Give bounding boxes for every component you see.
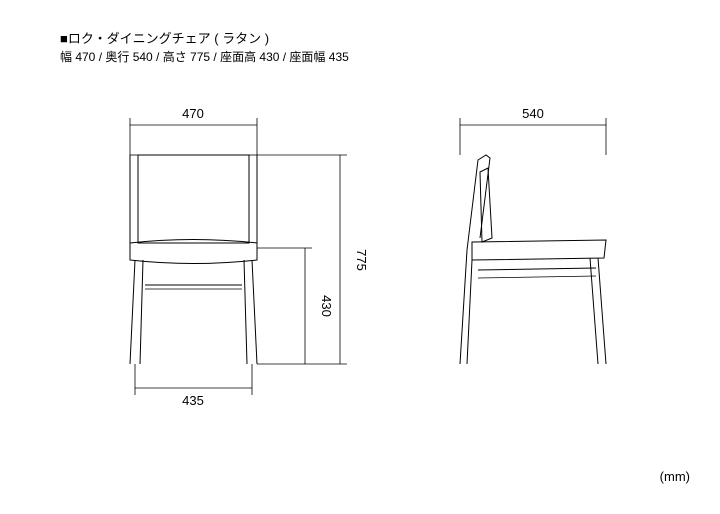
dim-width-top: 470 [130, 106, 257, 155]
dim-full-height: 775 [257, 155, 369, 364]
dim-seat-height: 430 [257, 248, 334, 364]
dim-seat-width-label: 435 [182, 393, 204, 408]
dim-seat-height-label: 430 [319, 295, 334, 317]
side-front-leg [590, 258, 606, 364]
dim-full-height-label: 775 [354, 249, 369, 271]
page: ■ロク・ダイニングチェア ( ラタン ) 幅 470 / 奥行 540 / 高さ… [0, 0, 720, 514]
dim-width-top-label: 470 [182, 106, 204, 121]
product-title: ■ロク・ダイニングチェア ( ラタン ) [60, 28, 269, 47]
side-seat [472, 240, 606, 278]
side-backrest-panel [480, 168, 492, 242]
dimensions-summary: 幅 470 / 奥行 540 / 高さ 775 / 座面高 430 / 座面幅 … [60, 48, 349, 65]
dim-depth-top: 540 [460, 106, 606, 155]
dim-seat-width: 435 [135, 364, 252, 408]
unit-label: (mm) [660, 469, 690, 484]
technical-drawing: 470 [60, 100, 660, 430]
front-backrest [138, 155, 249, 243]
front-legs [130, 155, 257, 364]
dim-depth-top-label: 540 [522, 106, 544, 121]
